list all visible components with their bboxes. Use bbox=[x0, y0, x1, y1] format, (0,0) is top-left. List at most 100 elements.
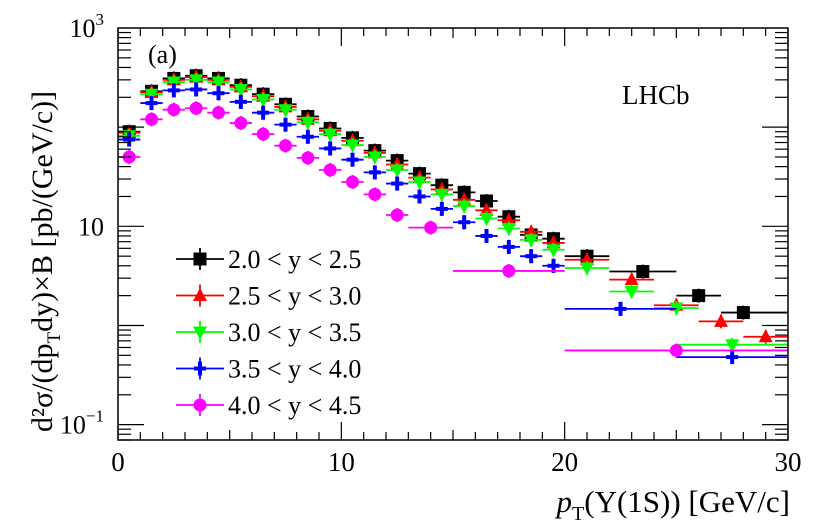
y-tick-label-base: 10 bbox=[78, 212, 104, 241]
panel-label: (a) bbox=[148, 40, 177, 69]
data-point-v bbox=[305, 129, 310, 144]
y-tick-label-exp: 3 bbox=[96, 10, 105, 29]
data-point-v bbox=[439, 201, 444, 216]
data-point bbox=[166, 76, 181, 90]
data-point bbox=[345, 139, 360, 153]
y-tick-label: 10 bbox=[78, 212, 104, 241]
data-point bbox=[256, 94, 271, 108]
labels-layer: (a) LHCb pT(Υ(1S)) [GeV/c] d²σ/(dpTdy)×B… bbox=[26, 40, 790, 525]
data-point bbox=[580, 252, 594, 266]
data-point bbox=[714, 313, 728, 327]
data-point bbox=[412, 176, 427, 190]
data-point bbox=[758, 329, 773, 343]
y-axis-title-sub: T bbox=[44, 332, 65, 344]
data-point-v bbox=[372, 165, 377, 180]
legend-marker-v bbox=[198, 361, 202, 376]
data-point bbox=[502, 264, 516, 278]
data-point bbox=[669, 343, 683, 357]
data-point-v bbox=[149, 96, 154, 111]
data-point-v bbox=[216, 86, 221, 101]
y-tick-label: 10−1 bbox=[60, 407, 104, 440]
legend-label: 4.0 < y < 4.5 bbox=[228, 391, 361, 420]
data-point-v bbox=[551, 258, 556, 273]
data-point bbox=[725, 339, 740, 353]
data-point-v bbox=[506, 239, 511, 254]
data-point bbox=[367, 151, 382, 165]
data-point bbox=[501, 212, 516, 226]
legend-entry-1: 2.0 < y < 2.5 bbox=[176, 245, 361, 274]
legend-entry-2: 2.5 < y < 3.0 bbox=[176, 282, 361, 311]
data-point bbox=[300, 116, 315, 130]
legend-entry-5: 4.0 < y < 4.5 bbox=[176, 391, 361, 420]
x-axis-title-rest: (Υ(1S)) [GeV/c] bbox=[584, 484, 790, 519]
data-point-v bbox=[238, 94, 243, 109]
data-point bbox=[434, 188, 449, 202]
x-tick-label: 30 bbox=[775, 447, 802, 477]
y-tick-label-base: 10 bbox=[70, 14, 96, 43]
data-point-v bbox=[395, 176, 400, 191]
data-point-v bbox=[618, 301, 623, 316]
legend: 2.0 < y < 2.5 2.5 < y < 3.0 3.0 < y < 3.5 3… bbox=[176, 245, 361, 420]
data-point-v bbox=[350, 152, 355, 167]
x-axis-title-p: p bbox=[555, 484, 573, 519]
data-point bbox=[524, 224, 539, 238]
data-point bbox=[368, 187, 382, 201]
data-point-v bbox=[529, 249, 534, 264]
data-point bbox=[233, 83, 248, 97]
data-point bbox=[624, 286, 639, 300]
data-point bbox=[479, 212, 494, 226]
experiment-label: LHCb bbox=[622, 80, 690, 110]
series-4 bbox=[118, 82, 788, 365]
data-point bbox=[692, 289, 706, 303]
legend-label: 2.0 < y < 2.5 bbox=[228, 245, 361, 274]
data-point-v bbox=[171, 83, 176, 98]
data-point bbox=[390, 208, 404, 222]
data-point bbox=[479, 202, 494, 216]
data-point bbox=[234, 116, 248, 130]
data-point bbox=[189, 101, 203, 115]
data-point bbox=[145, 112, 158, 126]
data-point bbox=[256, 127, 270, 141]
data-point bbox=[457, 200, 472, 214]
legend-marker bbox=[193, 252, 207, 266]
y-tick-label-base: 10 bbox=[60, 411, 86, 440]
data-point bbox=[301, 151, 315, 165]
legend-label: 2.5 < y < 3.0 bbox=[228, 282, 361, 311]
data-point bbox=[546, 244, 561, 258]
data-point bbox=[390, 164, 405, 178]
legend-marker bbox=[193, 326, 207, 340]
data-point-v bbox=[730, 350, 735, 365]
x-axis-title: pT(Υ(1S)) [GeV/c] bbox=[555, 484, 790, 525]
data-point bbox=[323, 163, 337, 177]
data-layer bbox=[118, 68, 788, 365]
data-point-v bbox=[328, 141, 333, 156]
data-point-v bbox=[194, 82, 199, 97]
data-point bbox=[624, 272, 639, 286]
data-point bbox=[167, 103, 181, 117]
series-3 bbox=[118, 72, 788, 353]
data-point bbox=[323, 128, 338, 142]
data-point bbox=[424, 221, 438, 235]
y-tick-label-exp: −1 bbox=[86, 407, 104, 426]
legend-entry-3: 3.0 < y < 3.5 bbox=[176, 318, 361, 347]
x-tick-label: 10 bbox=[328, 447, 355, 477]
data-clip-group bbox=[118, 68, 788, 365]
y-tick-label: 103 bbox=[70, 10, 105, 43]
y-axis-title: d²σ/(dpTdy)×B [pb/(GeV/c)] bbox=[26, 91, 65, 432]
data-point bbox=[189, 74, 204, 88]
y-axis-title-rest: dy)×B [pb/(GeV/c)] bbox=[26, 91, 59, 332]
legend-marker bbox=[193, 398, 207, 412]
data-point bbox=[279, 139, 292, 153]
series-5 bbox=[118, 101, 788, 358]
data-point bbox=[580, 262, 594, 276]
data-point-v bbox=[417, 189, 422, 204]
legend-marker bbox=[193, 288, 207, 301]
legend-label: 3.0 < y < 3.5 bbox=[228, 318, 361, 347]
data-point-v bbox=[283, 117, 288, 132]
legend-label: 3.5 < y < 4.0 bbox=[228, 355, 361, 384]
y-axis-title-main: d²σ/(dp bbox=[26, 344, 59, 433]
data-point bbox=[736, 306, 750, 320]
data-point bbox=[211, 76, 226, 90]
